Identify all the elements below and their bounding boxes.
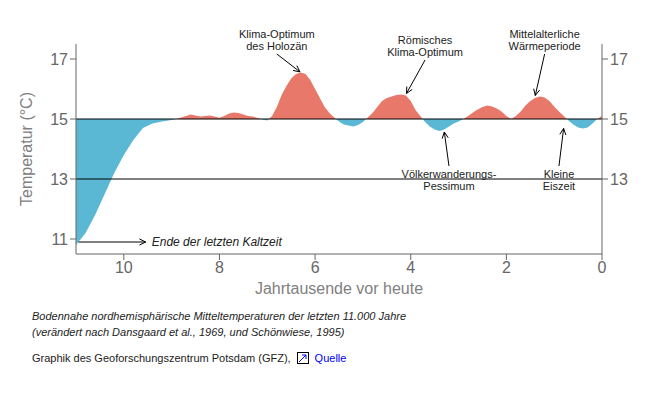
svg-text:RömischesKlima-Optimum: RömischesKlima-Optimum [387,34,463,58]
svg-text:13: 13 [50,171,68,188]
svg-text:Jahrtausende vor heute: Jahrtausende vor heute [255,280,423,297]
svg-text:10: 10 [115,259,133,276]
svg-text:Temperatur (°C): Temperatur (°C) [18,92,35,206]
svg-text:11: 11 [51,231,68,248]
svg-text:4: 4 [406,259,415,276]
svg-text:15: 15 [50,111,68,128]
html-text:Bodennahe nordhemisphärische M: Bodennahe nordhemisphärische Mitteltempe… [32,310,406,322]
html-text:Quelle: Quelle [314,352,347,364]
svg-text:Klima-Optimumdes Holozän: Klima-Optimumdes Holozän [239,28,315,52]
svg-text:13: 13 [610,171,628,188]
svg-text:17: 17 [610,51,628,68]
svg-text:6: 6 [311,259,320,276]
svg-text:15: 15 [610,111,628,128]
svg-text:17: 17 [50,51,68,68]
svg-text:Völkerwanderungs-Pessimum: Völkerwanderungs-Pessimum [402,168,497,192]
svg-text:MittelalterlicheWärmeperiode: MittelalterlicheWärmeperiode [509,28,581,52]
svg-text:0: 0 [598,259,607,276]
svg-text:2: 2 [502,259,511,276]
html-text:Graphik des Geoforschungszentr: Graphik des Geoforschungszentrum Potsdam… [32,352,291,364]
svg-text:Ende der letzten Kaltzeit: Ende der letzten Kaltzeit [152,235,283,249]
svg-text:KleineEiszeit: KleineEiszeit [543,168,575,192]
svg-text:8: 8 [215,259,224,276]
html-text:(verändert nach Dansgaard et a: (verändert nach Dansgaard et al., 1969, … [32,326,345,338]
